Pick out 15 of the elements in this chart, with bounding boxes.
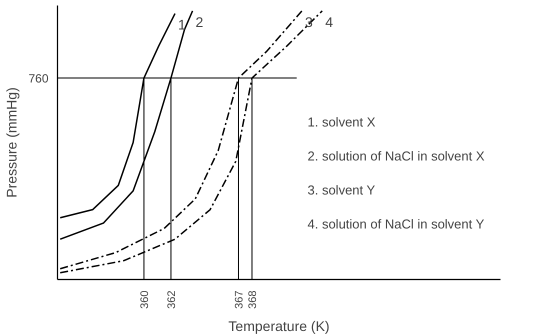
x-axis-title: Temperature (K) [228, 318, 330, 334]
series-label: 2 [196, 14, 204, 30]
annotation: 3. solvent Y [308, 182, 376, 198]
y-axis-title: Pressure (mmHg) [3, 87, 20, 198]
annotation: 1. solvent X [308, 114, 376, 130]
x-tick-label: 367 [233, 290, 246, 309]
series-label: 4 [325, 14, 334, 30]
x-tick-label: 360 [138, 290, 151, 309]
annotation: 4. solution of NaCl in solvent Y [308, 216, 485, 232]
annotation: 2. solution of NaCl in solvent X [308, 148, 485, 164]
x-tick-label: 362 [166, 290, 178, 309]
x-tick-label: 368 [246, 290, 259, 309]
text: 760 [28, 72, 49, 86]
series-label: 3 [304, 14, 313, 30]
series-label: 1 [178, 16, 186, 33]
